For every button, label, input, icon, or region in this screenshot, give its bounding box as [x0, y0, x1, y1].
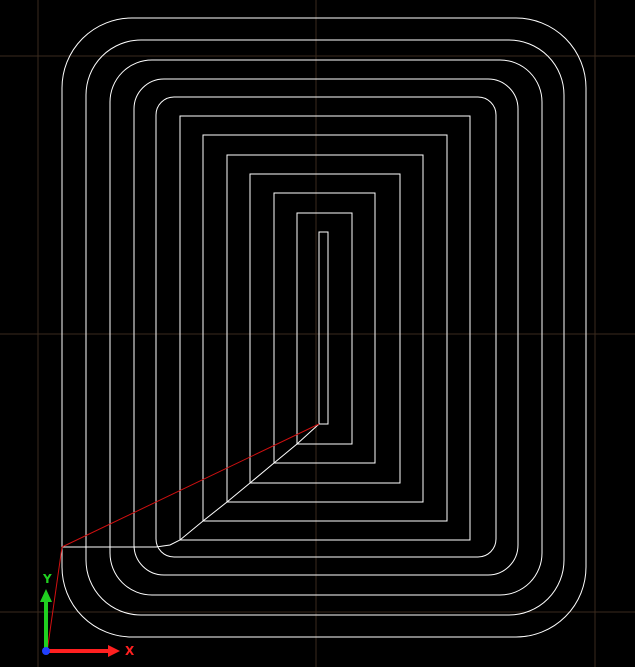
z-axis-icon [42, 647, 50, 655]
toolpath-loop [273, 192, 376, 464]
toolpath-loop [249, 173, 401, 484]
toolpath-loop [61, 17, 587, 638]
toolpath-outer-loops [61, 17, 587, 638]
toolpath-loop [133, 78, 519, 576]
toolpath-loop [318, 231, 329, 425]
toolpath-loop [296, 212, 353, 445]
toolpath-link [62, 423, 320, 548]
rapid-move [61, 423, 320, 548]
x-arrowhead-icon [108, 645, 120, 657]
toolpath-links [62, 423, 320, 548]
y-arrowhead-icon [40, 589, 52, 602]
toolpath-inner-loops [179, 115, 471, 541]
toolpath-loop [202, 134, 448, 522]
y-axis-label: Y [42, 572, 52, 586]
toolpath-loop [85, 39, 565, 616]
toolpath-loop [179, 115, 471, 541]
toolpath-loop [155, 96, 497, 558]
rapid-move [46, 546, 63, 653]
toolpath-loop [226, 154, 424, 503]
rapid-moves [46, 423, 320, 653]
axis-triad: X Y [40, 572, 135, 658]
x-axis-label: X [125, 644, 135, 658]
toolpath-loop [109, 59, 543, 596]
